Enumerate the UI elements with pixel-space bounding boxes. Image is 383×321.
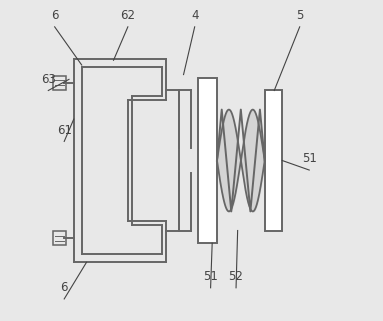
Text: 6: 6: [61, 281, 68, 294]
Bar: [53, 231, 66, 246]
Text: 5: 5: [296, 9, 303, 22]
Bar: [53, 75, 66, 90]
Text: 6: 6: [51, 9, 59, 22]
Text: 52: 52: [229, 270, 244, 283]
Text: 4: 4: [191, 9, 198, 22]
Text: 63: 63: [41, 73, 56, 86]
Text: 51: 51: [302, 152, 317, 165]
Bar: [265, 91, 282, 230]
Text: 62: 62: [120, 9, 135, 22]
Text: 51: 51: [203, 270, 218, 283]
Bar: [198, 78, 217, 243]
Text: 61: 61: [57, 124, 72, 137]
